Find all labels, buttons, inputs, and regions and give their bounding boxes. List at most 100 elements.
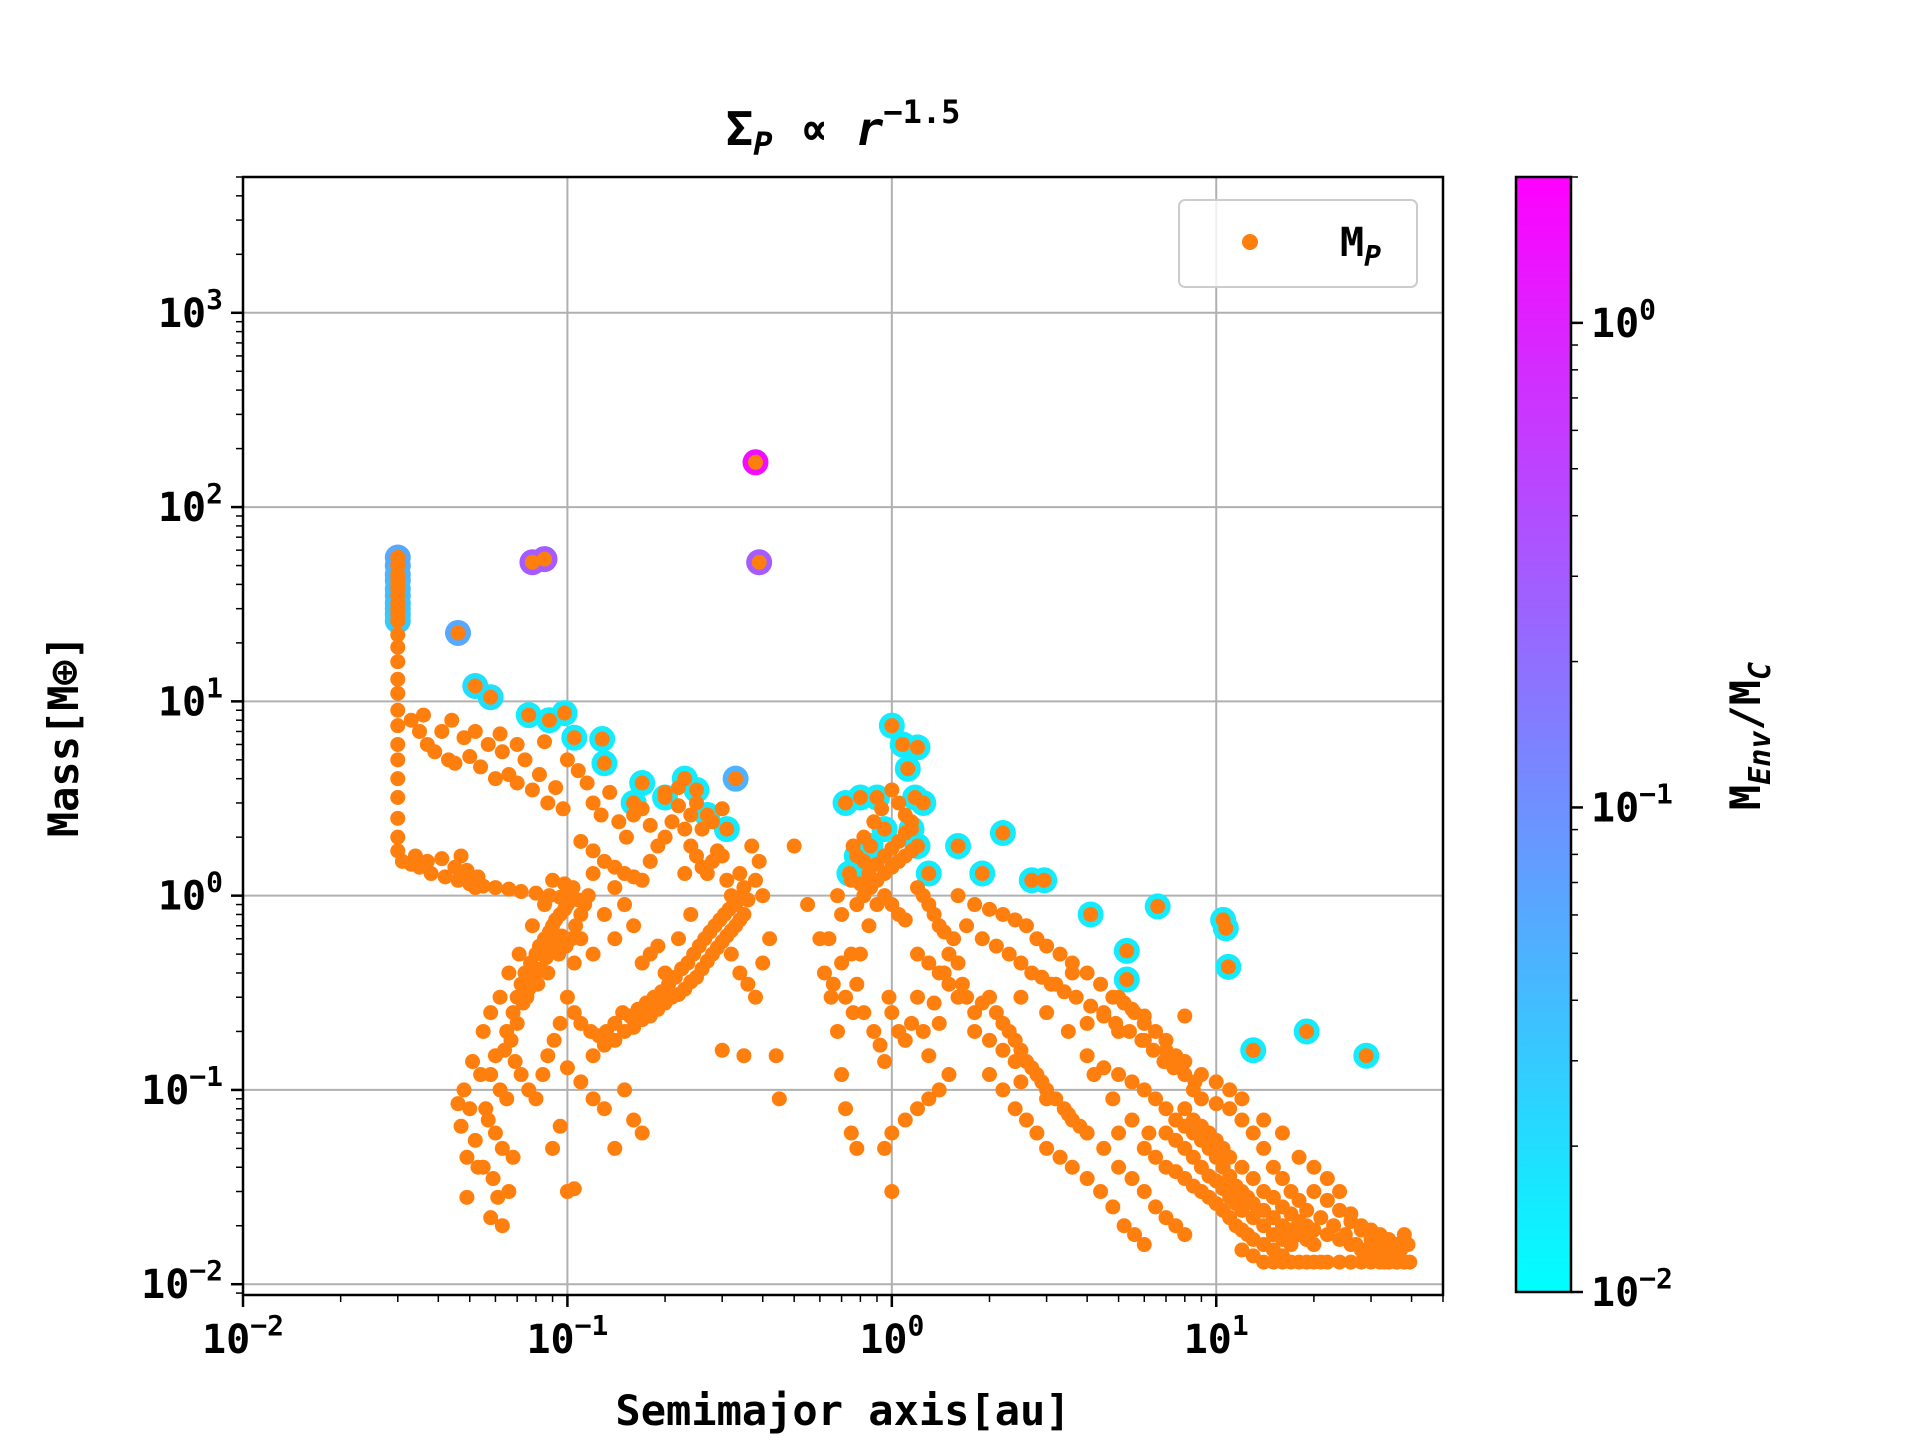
data-point xyxy=(1029,1125,1045,1141)
data-point xyxy=(1136,1008,1152,1024)
data-point xyxy=(559,752,575,768)
data-point xyxy=(719,872,735,888)
data-point xyxy=(841,866,857,882)
data-point xyxy=(1306,1184,1322,1200)
data-point xyxy=(677,771,693,787)
data-point xyxy=(462,749,478,765)
legend-label-sub: P xyxy=(1364,240,1381,273)
data-point xyxy=(829,1023,845,1039)
data-point xyxy=(981,1032,997,1048)
data-point xyxy=(1060,1023,1076,1039)
data-point xyxy=(699,866,715,882)
data-point xyxy=(843,946,859,962)
data-point xyxy=(748,872,764,888)
data-point xyxy=(671,931,687,947)
data-point xyxy=(728,771,744,787)
y-tick-label: 103 xyxy=(158,283,223,337)
colorbar-gradient xyxy=(1514,175,1573,1294)
colorbar-ticks: 10−2 10−1 100 xyxy=(1571,176,1673,1316)
data-point xyxy=(657,965,673,981)
data-point xyxy=(524,554,540,570)
data-point xyxy=(689,848,705,864)
title-sup: −1.5 xyxy=(883,93,960,131)
data-point xyxy=(1052,946,1068,962)
data-point xyxy=(412,723,428,739)
data-point xyxy=(897,807,913,823)
title-base: Σ xyxy=(726,102,754,156)
data-point xyxy=(1039,1140,1055,1156)
data-point xyxy=(884,718,900,734)
data-point xyxy=(683,807,699,823)
data-point xyxy=(634,955,650,971)
data-point xyxy=(1193,1067,1209,1083)
data-point xyxy=(473,759,489,775)
data-point xyxy=(1343,1206,1359,1222)
data-point xyxy=(866,1023,882,1039)
data-point xyxy=(1148,1023,1164,1039)
data-point xyxy=(866,814,882,830)
legend: MP xyxy=(1178,199,1418,288)
data-point xyxy=(524,782,540,798)
y-tick-label: 100 xyxy=(158,866,223,920)
data-point xyxy=(573,1074,589,1090)
data-point xyxy=(1400,1237,1416,1253)
data-point xyxy=(557,876,573,892)
data-point xyxy=(517,752,533,768)
data-point xyxy=(863,838,879,854)
data-point xyxy=(816,965,832,981)
data-point xyxy=(1039,1091,1055,1107)
data-point xyxy=(573,833,589,849)
data-point xyxy=(786,838,802,854)
data-point xyxy=(751,554,767,570)
data-point xyxy=(1127,1227,1143,1243)
colorbar-label-sub1: Env xyxy=(1743,730,1778,785)
data-point xyxy=(1265,1159,1281,1175)
data-point xyxy=(444,712,460,728)
data-point xyxy=(755,955,771,971)
data-point xyxy=(390,736,406,752)
data-point xyxy=(501,1184,517,1200)
data-point xyxy=(926,995,942,1011)
data-point xyxy=(1105,1091,1121,1107)
colorbar-tick-label: 10−1 xyxy=(1591,777,1673,831)
data-point xyxy=(611,814,627,830)
data-point xyxy=(559,989,575,1005)
colorbar-tick-label: 100 xyxy=(1591,293,1656,347)
data-point xyxy=(419,853,435,869)
data-point xyxy=(626,795,642,811)
data-point xyxy=(596,1101,612,1117)
data-point xyxy=(1150,898,1166,914)
data-point xyxy=(954,976,970,992)
data-point xyxy=(834,906,850,922)
data-point xyxy=(473,1067,489,1083)
data-point xyxy=(897,912,913,928)
data-point xyxy=(723,946,739,962)
data-point xyxy=(497,1042,513,1058)
data-point xyxy=(570,763,586,779)
data-point xyxy=(931,965,947,981)
data-point xyxy=(607,1032,623,1048)
x-tick-label: 10−2 xyxy=(202,1309,284,1363)
data-point xyxy=(483,1210,499,1226)
data-point xyxy=(900,761,916,777)
data-point xyxy=(579,775,595,791)
data-point xyxy=(740,976,756,992)
data-point xyxy=(904,1015,920,1031)
data-point xyxy=(501,881,517,897)
data-point xyxy=(884,782,900,798)
data-point xyxy=(677,821,693,837)
data-point xyxy=(981,989,997,1005)
data-point xyxy=(513,1067,529,1083)
data-point xyxy=(465,1054,481,1070)
data-point xyxy=(548,780,564,796)
plot-area: 10−2 10−1 100 101 10−2 10−1 100 101 102 103 xyxy=(141,175,1445,1363)
data-point xyxy=(852,790,868,806)
data-point xyxy=(602,784,618,800)
data-point xyxy=(1358,1048,1374,1064)
data-point xyxy=(800,897,816,913)
data-point xyxy=(390,627,406,643)
data-point xyxy=(1136,1237,1152,1253)
data-point xyxy=(507,1054,523,1070)
data-point xyxy=(593,807,609,823)
data-point xyxy=(1218,920,1234,936)
